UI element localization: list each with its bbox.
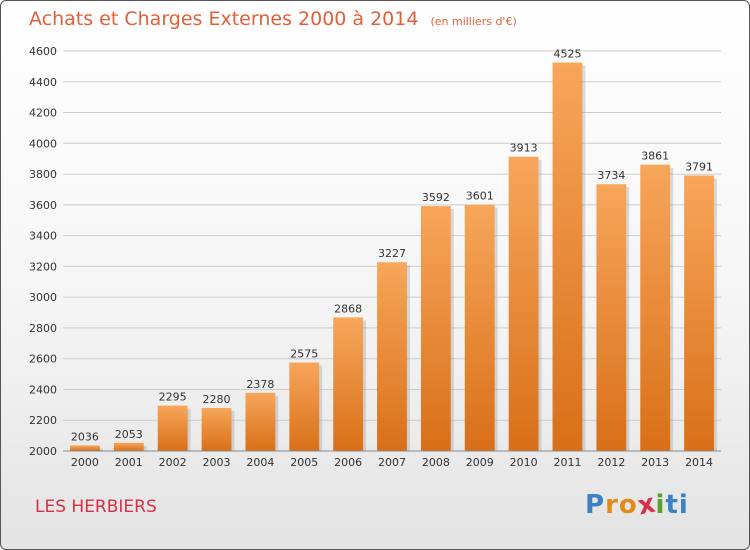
x-tick-label: 2011 — [553, 456, 581, 469]
y-tick-label: 3600 — [29, 199, 57, 212]
y-tick-label: 2200 — [29, 414, 57, 427]
bar — [245, 392, 276, 451]
x-tick-label: 2013 — [641, 456, 669, 469]
bar-value-label: 2280 — [203, 393, 231, 406]
x-tick-label: 2009 — [466, 456, 494, 469]
y-tick-label: 2800 — [29, 322, 57, 335]
bar — [552, 62, 583, 452]
chart-title: Achats et Charges Externes 2000 à 2014 — [29, 8, 419, 30]
y-tick-label: 4600 — [29, 45, 57, 58]
bar — [420, 206, 451, 451]
bar — [508, 156, 539, 451]
title-row: Achats et Charges Externes 2000 à 2014 (… — [29, 8, 517, 30]
x-tick-label: 2000 — [71, 456, 99, 469]
logo-letter: i — [655, 490, 666, 520]
bar — [113, 442, 144, 451]
x-tick-label: 2008 — [422, 456, 450, 469]
bar — [70, 445, 100, 451]
bar — [157, 405, 188, 451]
bar — [289, 362, 320, 451]
bar-value-label: 4525 — [553, 48, 581, 61]
location-label: LES HERBIERS — [35, 497, 157, 517]
x-tick-label: 2010 — [510, 456, 538, 469]
bar-value-label: 2053 — [115, 428, 143, 441]
bar — [684, 175, 714, 451]
y-tick-label: 2600 — [29, 353, 57, 366]
logo-letter: r — [605, 490, 619, 520]
bars: 2036 2053 2295 2280 2378 2575 2868 3227 3592 3601… — [70, 48, 717, 452]
bar-value-label: 3861 — [641, 150, 669, 163]
y-tick-label: 3000 — [29, 291, 57, 304]
x-tick-label: 2002 — [159, 456, 187, 469]
x-tick-label: 2006 — [334, 456, 362, 469]
y-tick-label: 3800 — [29, 168, 57, 181]
bar — [464, 204, 495, 451]
y-tick-label: 3400 — [29, 230, 57, 243]
x-tick-label: 2005 — [290, 456, 318, 469]
logo-letter: i — [678, 490, 689, 520]
y-tick-label: 2400 — [29, 383, 57, 396]
x-tick-label: 2001 — [115, 456, 143, 469]
x-tick-label: 2012 — [597, 456, 625, 469]
logo-letter: o — [618, 490, 638, 520]
bar — [596, 184, 627, 451]
bar-value-label: 3592 — [422, 191, 450, 204]
x-tick-label: 2007 — [378, 456, 406, 469]
bar — [640, 164, 671, 451]
y-tick-label: 4000 — [29, 137, 57, 150]
bar-value-label: 2575 — [290, 348, 318, 361]
bar-value-label: 2378 — [246, 378, 274, 391]
bar-value-label: 2036 — [71, 430, 99, 443]
y-tick-label: 4200 — [29, 107, 57, 120]
axes: 2000 2200 2400 2600 2800 3000 3200 3400 3600 3800… — [29, 45, 721, 469]
x-tick-label: 2004 — [246, 456, 274, 469]
y-tick-label: 2000 — [29, 445, 57, 458]
chart-subtitle: (en milliers d'€) — [430, 15, 517, 28]
bar-value-label: 2868 — [334, 302, 362, 315]
y-tick-label: 3200 — [29, 260, 57, 273]
bar-value-label: 3227 — [378, 247, 406, 260]
bar-value-label: 3913 — [510, 142, 538, 155]
bar-value-label: 3601 — [466, 190, 494, 203]
bar — [377, 262, 407, 451]
bar-value-label: 3791 — [685, 160, 713, 173]
x-tick-label: 2014 — [685, 456, 713, 469]
bar — [201, 407, 232, 451]
logo-letter: t — [665, 490, 679, 520]
x-tick-label: 2003 — [203, 456, 231, 469]
bar-value-label: 3734 — [597, 169, 625, 182]
bar — [333, 317, 364, 451]
bar-value-label: 2295 — [159, 391, 187, 404]
logo-letter: P — [585, 490, 606, 520]
y-tick-label: 4400 — [29, 76, 57, 89]
proxiti-logo: Proxiti — [585, 488, 689, 521]
